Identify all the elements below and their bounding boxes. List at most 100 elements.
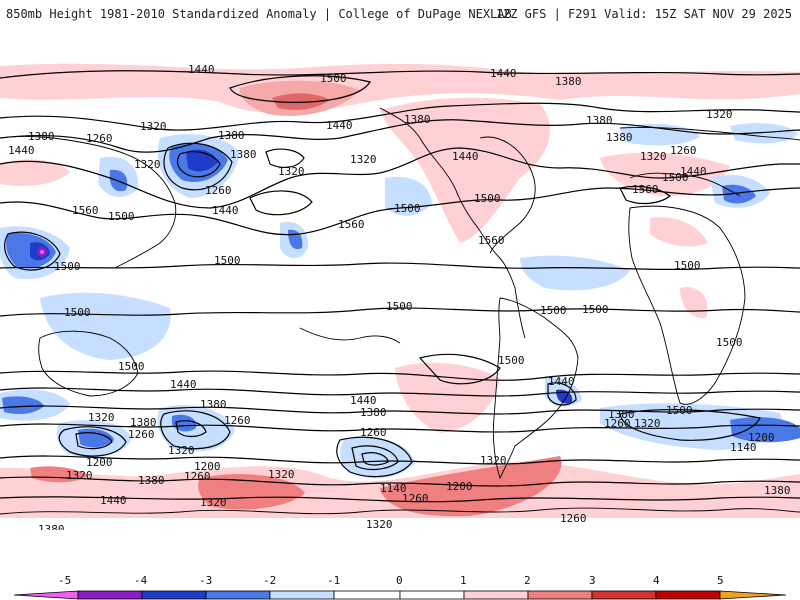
contour-label: 1320: [66, 469, 93, 482]
contour-1500-arctic: [229, 75, 371, 103]
contour-1320-south-2: [0, 455, 800, 465]
contour-label: 1440: [452, 150, 479, 163]
contour-1380-north: [0, 102, 800, 131]
contour-label: 1440: [8, 144, 35, 157]
europe-positive: [600, 152, 730, 197]
contour-1440-north: [0, 70, 800, 79]
colorbar-tick-label: -4: [134, 574, 148, 587]
colorbar-tick-label: -2: [263, 574, 276, 587]
arctic-core-positive: [272, 93, 330, 110]
contour-1320-gulf: [265, 148, 305, 168]
contour-label: 1260: [184, 470, 211, 483]
contour-low-a: [58, 426, 127, 457]
contour-label: 1440: [212, 204, 239, 217]
colorbar-tick-label: 4: [653, 574, 660, 587]
so-b-core-negative: [172, 414, 197, 432]
contour-label: 1380: [608, 408, 635, 421]
map-title: 850mb Height 1981-2010 Standardized Anom…: [6, 7, 512, 21]
contour-low-c: [336, 436, 413, 478]
contour-label: 1500: [214, 254, 241, 267]
contour-label: 1500: [666, 404, 693, 417]
contour-label: 1260: [604, 417, 631, 430]
siberia-positive: [0, 159, 70, 186]
contour-1440-sh: [0, 387, 800, 397]
so-e-negative: [600, 403, 782, 450]
header-bar: 850mb Height 1981-2010 Standardized Anom…: [0, 0, 800, 30]
contour-label: 1440: [548, 375, 575, 388]
contour-label: 1380: [586, 114, 613, 127]
contour-label: 1320: [278, 165, 305, 178]
colorbar-segment-neutral-high: [399, 590, 465, 600]
contour-label: 1380: [606, 131, 633, 144]
coast-australia: [38, 330, 139, 397]
contour-1440-mid-nh: [0, 147, 800, 209]
contour-label: 1320: [706, 108, 733, 121]
contour-label: 1380: [138, 474, 165, 487]
contour-1500-sh: [0, 370, 800, 381]
contour-label: 1320: [634, 417, 661, 430]
height-contours: [0, 70, 800, 503]
contour-label: 1260: [670, 144, 697, 157]
colorbar-tick-label: -1: [327, 574, 340, 587]
contour-label: 1320: [268, 468, 295, 481]
contour-label: 1440: [188, 63, 215, 76]
colorbar-segments: [13, 590, 787, 600]
contour-label: 1500: [498, 354, 525, 367]
contour-label: 1200: [446, 480, 473, 493]
contour-label: 1320: [140, 120, 167, 133]
so-west-core-negative: [2, 396, 44, 414]
india-positive: [680, 287, 708, 319]
coast-north-america: [379, 107, 536, 339]
contour-label: 1500: [54, 260, 81, 273]
colorbar-segment-p2: [527, 590, 593, 600]
contour-label: 1380: [230, 148, 257, 161]
contour-label: 1380: [130, 416, 157, 429]
so-a-core-negative: [78, 428, 114, 448]
contour-labels: 1440 1500 1440 1380 1380 1260 1320 1440 …: [8, 63, 791, 530]
contour-label: 1560: [72, 204, 99, 217]
contour-label: 1560: [632, 183, 659, 196]
contour-label: 1500: [540, 304, 567, 317]
contour-label: 1320: [88, 411, 115, 424]
atlantic-negative: [520, 255, 630, 291]
colorbar-segment-p5: [719, 590, 787, 600]
contour-label: 1380: [555, 75, 582, 88]
colorbar-tick-label: -3: [199, 574, 212, 587]
contour-label: 1320: [366, 518, 393, 530]
africa-positive: [650, 217, 708, 247]
contour-label: 1380: [38, 523, 65, 530]
coast-antarctica: [0, 507, 800, 515]
colorbar-tick-label: 3: [589, 574, 596, 587]
colorbar-segment-m1: [269, 590, 335, 600]
sa-positive: [395, 362, 500, 433]
anomaly-shading: [0, 63, 800, 518]
contour-label: 1140: [380, 482, 407, 495]
contour-label: 1260: [205, 184, 232, 197]
arctic-europe-negative: [620, 123, 700, 146]
contour-label: 1500: [716, 336, 743, 349]
contour-label: 1320: [350, 153, 377, 166]
contour-label: 1320: [168, 444, 195, 457]
run-info: 12Z GFS | F291 Valid: 15Z SAT NOV 29 202…: [495, 7, 792, 21]
contour-1560-subtropic: [249, 185, 671, 216]
contour-label: 1440: [100, 494, 127, 507]
colorbar-segment-p3: [591, 590, 657, 600]
contour-label: 1380: [404, 113, 431, 126]
contour-1500-mid-nh: [0, 187, 800, 236]
coast-islands-pacific: [299, 327, 401, 344]
contour-label: 1320: [134, 158, 161, 171]
colorbar-tick-label: 1: [460, 574, 467, 587]
contour-label: 1500: [474, 192, 501, 205]
colorbar-segment-m5: [13, 590, 79, 600]
contour-low-d: [547, 382, 577, 406]
contour-label: 1200: [194, 460, 221, 473]
contour-1260-ne-asia: [163, 142, 233, 191]
contour-1320-sh: [0, 423, 800, 433]
contour-label: 1200: [748, 431, 775, 444]
contour-1500-tropic-south: [0, 307, 800, 317]
contour-label: 1500: [108, 210, 135, 223]
contour-label: 1380: [764, 484, 791, 497]
contour-label: 1320: [640, 150, 667, 163]
contour-label: 1500: [320, 72, 347, 85]
contour-label: 1260: [128, 428, 155, 441]
